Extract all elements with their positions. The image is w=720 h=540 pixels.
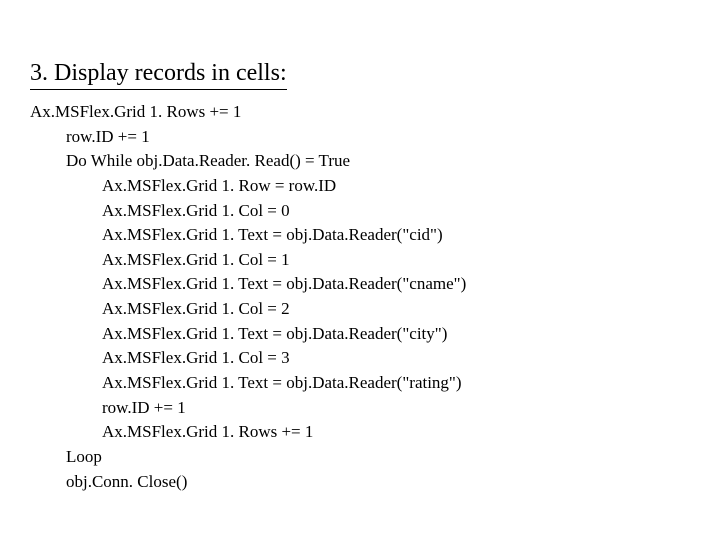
code-line: Do While obj.Data.Reader. Read() = True (30, 149, 690, 174)
code-line: row.ID += 1 (30, 125, 690, 150)
code-line: Ax.MSFlex.Grid 1. Col = 1 (30, 248, 690, 273)
code-line: Ax.MSFlex.Grid 1. Text = obj.Data.Reader… (30, 272, 690, 297)
code-line: Loop (30, 445, 690, 470)
section-title: 3. Display records in cells: (30, 60, 287, 90)
code-line: obj.Conn. Close() (30, 470, 690, 495)
code-line: Ax.MSFlex.Grid 1. Text = obj.Data.Reader… (30, 371, 690, 396)
code-line: Ax.MSFlex.Grid 1. Col = 2 (30, 297, 690, 322)
code-line: Ax.MSFlex.Grid 1. Rows += 1 (30, 100, 690, 125)
code-block: Ax.MSFlex.Grid 1. Rows += 1 row.ID += 1 … (30, 100, 690, 494)
code-line: Ax.MSFlex.Grid 1. Rows += 1 (30, 420, 690, 445)
code-line: Ax.MSFlex.Grid 1. Col = 3 (30, 346, 690, 371)
code-line: Ax.MSFlex.Grid 1. Text = obj.Data.Reader… (30, 223, 690, 248)
code-line: Ax.MSFlex.Grid 1. Col = 0 (30, 199, 690, 224)
code-line: row.ID += 1 (30, 396, 690, 421)
slide-container: 3. Display records in cells: Ax.MSFlex.G… (0, 0, 720, 524)
code-line: Ax.MSFlex.Grid 1. Row = row.ID (30, 174, 690, 199)
code-line: Ax.MSFlex.Grid 1. Text = obj.Data.Reader… (30, 322, 690, 347)
